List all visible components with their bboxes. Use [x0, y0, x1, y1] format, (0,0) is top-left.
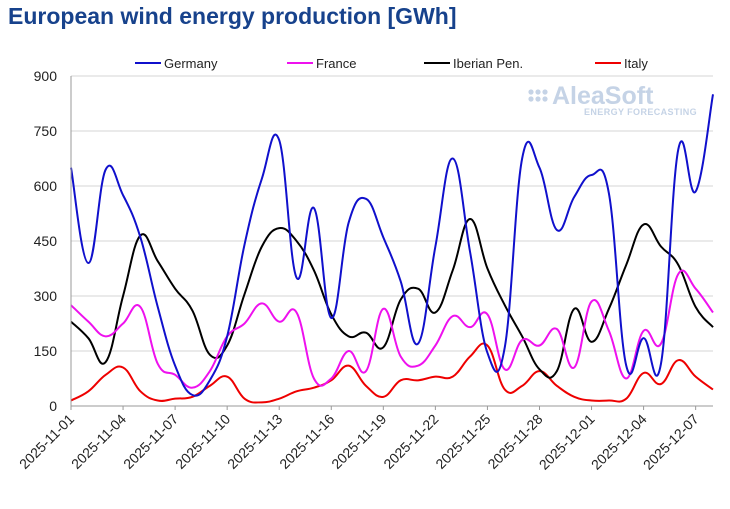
axes [70, 76, 713, 407]
x-tick-label: 2025-11-13 [224, 411, 285, 472]
chart-title: European wind energy production [GWh] [8, 3, 457, 29]
legend-label-iberian-pen: Iberian Pen. [453, 56, 523, 71]
legend-label-france: France [316, 56, 356, 71]
x-tick-label: 2025-11-07 [120, 411, 181, 472]
y-tick-label: 750 [34, 123, 58, 139]
series-line-france [70, 269, 714, 389]
x-tick-label: 2025-11-25 [432, 411, 493, 472]
x-tick-label: 2025-11-16 [276, 411, 337, 472]
x-tick-label: 2025-12-07 [640, 411, 702, 473]
aleasoft-watermark: AleaSoft ENERGY FORECASTING [528, 82, 697, 117]
gridlines [71, 75, 713, 352]
aleasoft-logo-icon [528, 89, 548, 102]
legend-label-germany: Germany [164, 56, 218, 71]
x-axis-ticks: 2025-11-012025-11-042025-11-072025-11-10… [16, 406, 702, 473]
x-tick-label: 2025-11-19 [328, 411, 389, 472]
y-tick-label: 600 [34, 178, 58, 194]
series-line-iberian-pen [70, 218, 714, 379]
watermark-tagline: ENERGY FORECASTING [584, 107, 697, 117]
y-tick-label: 150 [34, 343, 58, 359]
legend: Germany France Iberian Pen. Italy [135, 56, 648, 71]
x-tick-label: 2025-11-04 [68, 411, 129, 472]
y-tick-label: 450 [34, 233, 58, 249]
x-tick-label: 2025-11-01 [16, 411, 77, 472]
x-tick-label: 2025-11-10 [172, 411, 233, 472]
y-tick-label: 900 [34, 68, 58, 84]
y-axis-ticks: 0 150 300 450 600 750 900 [34, 68, 58, 414]
series-lines [70, 94, 714, 404]
x-tick-label: 2025-11-22 [380, 411, 441, 472]
watermark-brand: AleaSoft [552, 82, 654, 110]
series-line-germany [70, 94, 714, 397]
legend-label-italy: Italy [624, 56, 648, 71]
y-tick-label: 300 [34, 288, 58, 304]
y-tick-label: 0 [49, 398, 57, 414]
series-line-italy [70, 342, 714, 404]
